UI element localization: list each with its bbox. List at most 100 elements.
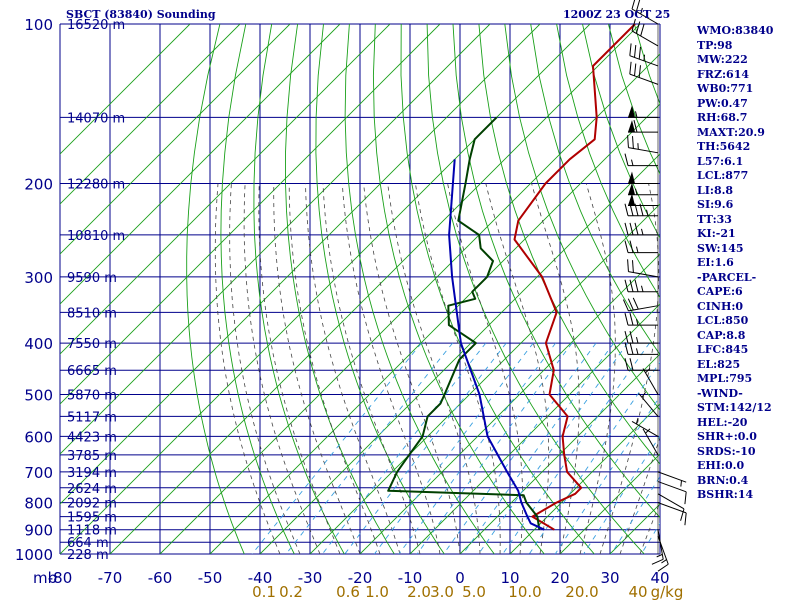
x-tick-label: -20 <box>348 569 373 587</box>
barb-flag <box>632 136 634 149</box>
wind-barb <box>657 535 669 572</box>
dry-adiabat <box>372 24 545 554</box>
barb-half-flag <box>636 336 639 344</box>
index-row: CAPE:6 <box>697 285 743 298</box>
barb-flag <box>640 23 645 37</box>
barb-flag <box>639 203 644 216</box>
barb-flag <box>624 279 629 292</box>
barb-flag <box>632 260 634 273</box>
x-tick-label: -10 <box>398 569 423 587</box>
barb-flag <box>657 563 669 572</box>
y-tick-label: 700 <box>24 464 53 482</box>
barb-flag <box>624 222 629 236</box>
height-label: 6665 m <box>67 364 117 379</box>
moist-adiabat <box>322 183 421 554</box>
y-tick-label: 400 <box>24 335 53 353</box>
wind-barb <box>628 105 658 118</box>
barb-pennant <box>628 105 635 118</box>
barb-flag <box>629 313 634 326</box>
mixing-ratio-line <box>398 342 556 554</box>
dry-adiabat <box>556 24 660 299</box>
wind-barb <box>624 358 658 371</box>
height-labels: 16520 m 14070 m 12280 m 10810 m 9590 m 8510 m… <box>67 18 125 563</box>
barb-half-flag <box>643 54 646 61</box>
isotherm <box>409 303 660 554</box>
barb-half-flag <box>661 559 667 564</box>
mixing-ratio-line <box>344 342 507 554</box>
moist-adiabat <box>273 183 361 554</box>
height-label: 14070 m <box>67 111 125 126</box>
index-row: EL:825 <box>697 357 741 371</box>
y-tick-label: 300 <box>24 269 53 287</box>
index-row: LCL:850 <box>697 314 749 327</box>
height-label: 1118 m <box>67 524 117 539</box>
mixing-ratio-line <box>478 342 629 554</box>
x-tick-label: -40 <box>248 569 273 587</box>
barb-half-flag <box>635 111 638 118</box>
isotherm <box>60 24 491 455</box>
height-label: 5117 m <box>67 410 117 425</box>
barb-flag <box>624 240 629 253</box>
barb-half-flag <box>636 348 639 355</box>
index-row: EHI:0.0 <box>697 459 745 472</box>
dry-adiabat <box>530 24 660 356</box>
mixing-ratio-label: 20.0 <box>565 583 598 600</box>
barb-flag <box>629 222 634 236</box>
barb-half-flag <box>641 285 644 292</box>
mixing-ratio-line <box>528 361 660 554</box>
mixing-ratio-label: 5.0 <box>462 583 486 600</box>
height-label: 9590 m <box>67 271 117 286</box>
barb-half-flag <box>636 319 639 326</box>
barb-flag <box>629 342 634 355</box>
height-label: 4423 m <box>67 430 117 445</box>
mixing-ratio-line <box>583 435 660 554</box>
mixing-ratio-line <box>285 342 453 554</box>
index-row: TP:98 <box>697 38 733 52</box>
dry-adiabat <box>478 24 660 465</box>
isotherm <box>309 203 660 554</box>
isotherm <box>60 24 591 554</box>
index-row: MAXT:20.9 <box>697 125 765 139</box>
y-tick-label: 100 <box>24 16 53 34</box>
index-row: TH:5642 <box>697 140 751 153</box>
dry-adiabat <box>452 24 660 519</box>
wind-barb <box>628 120 658 133</box>
index-row: MPL:795 <box>697 372 753 385</box>
index-row: MW:222 <box>697 53 748 66</box>
wind-barb <box>627 135 659 154</box>
moist-adiabat <box>243 183 321 554</box>
wind-barb <box>624 153 658 167</box>
height-label: 7550 m <box>67 337 117 352</box>
moist-adiabat <box>579 183 616 554</box>
plot-lines <box>60 24 660 554</box>
barb-pennant <box>628 120 635 133</box>
moist-adiabat <box>447 183 524 554</box>
barb-flag <box>629 203 634 216</box>
wind-barb <box>624 342 658 355</box>
index-row: SRDS:-10 <box>697 444 756 458</box>
x-tick-label: -70 <box>98 569 123 587</box>
mixing-ratio-line <box>374 342 534 554</box>
x-tick-label: -60 <box>148 569 173 587</box>
barb-half-flag <box>635 188 638 195</box>
y-tick-label: 200 <box>24 176 53 194</box>
moist-adiabat <box>229 183 301 554</box>
barb-flag <box>624 342 629 355</box>
index-row: SW:145 <box>697 241 744 255</box>
moist-adiabat <box>415 183 501 554</box>
moist-adiabat <box>258 183 341 554</box>
moist-adiabat <box>305 183 401 554</box>
barb-flag <box>635 21 641 34</box>
barb-half-flag <box>636 246 639 253</box>
height-label: 2092 m <box>67 497 117 512</box>
wind-barb <box>642 368 659 395</box>
wind-barb <box>631 417 659 437</box>
barb-flag <box>638 65 641 78</box>
moist-adiabat <box>288 183 381 554</box>
barb-flag <box>634 222 639 236</box>
moist-adiabat <box>387 183 481 554</box>
mixing-ratio-label: 0.2 <box>279 583 303 600</box>
barb-flag <box>629 330 634 344</box>
index-row: CINH:0 <box>697 299 744 313</box>
